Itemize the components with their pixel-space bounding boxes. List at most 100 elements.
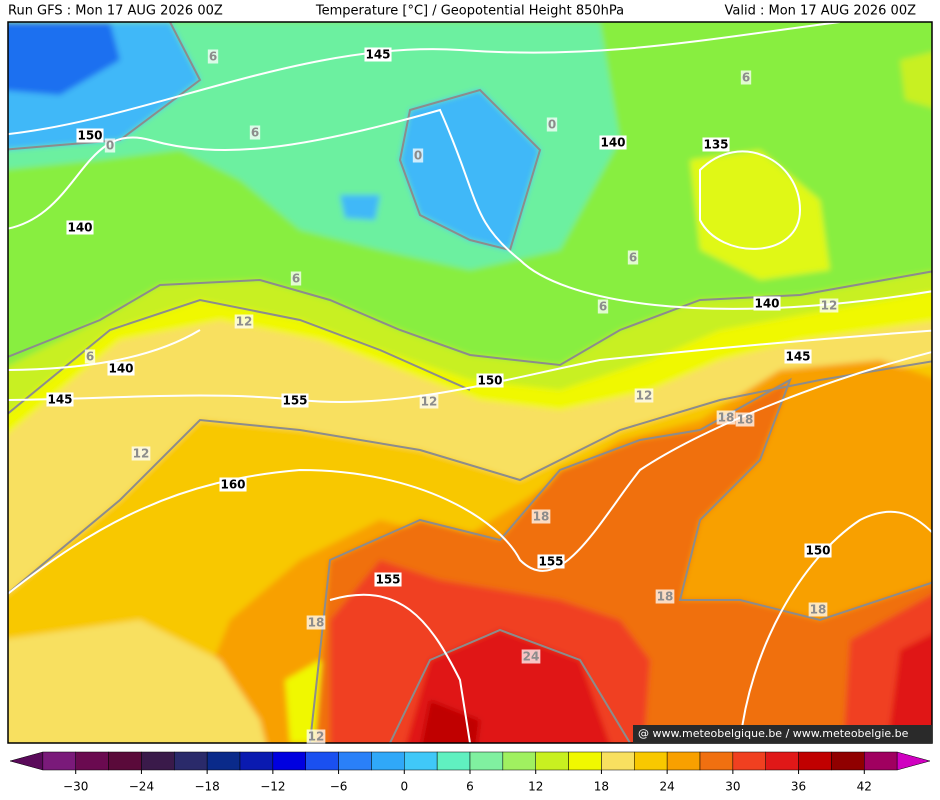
height-label-group: 145 <box>784 349 812 364</box>
colorbar-tick-label: 18 <box>594 780 609 794</box>
height-label-box <box>702 137 730 152</box>
colorbar-tick-label: 12 <box>528 780 543 794</box>
height-label-box <box>476 373 504 388</box>
height-label-box <box>374 572 402 587</box>
watermark-box <box>633 725 932 743</box>
temperature-label-group: 6 <box>597 299 609 314</box>
temperature-label-box <box>627 250 639 265</box>
colorbar-tick-label: −12 <box>260 780 285 794</box>
height-label-group: 150 <box>476 373 504 388</box>
run-info: Run GFS : Mon 17 AUG 2026 00Z <box>8 4 223 19</box>
height-label-box <box>804 543 832 558</box>
colorbar-bin <box>206 751 241 771</box>
colorbar-tick-label: −18 <box>194 780 219 794</box>
height-label-group: 155 <box>281 393 309 408</box>
temperature-label-group: 12 <box>306 729 326 744</box>
temperature-label-group: 6 <box>290 271 302 286</box>
height-label-group: 150 <box>76 128 104 143</box>
height-label-box <box>784 349 812 364</box>
height-label-box <box>76 128 104 143</box>
height-label: 145 <box>47 393 72 407</box>
temperature-label-box <box>131 446 151 461</box>
colorbar-bin <box>174 751 208 771</box>
temperature-label-group: 6 <box>627 250 639 265</box>
temperature-label: 6 <box>742 71 750 85</box>
height-label-group: 140 <box>66 220 94 235</box>
temperature-label-box <box>716 410 736 425</box>
height-label-group: 145 <box>364 47 392 62</box>
temperature-label-group: 6 <box>207 49 219 64</box>
colorbar-bin <box>404 751 438 771</box>
colorbar-bin <box>732 751 766 771</box>
temperature-label-group: 18 <box>655 589 675 604</box>
colorbar-bin <box>765 751 799 771</box>
temperature-label-box <box>546 117 558 132</box>
height-label-group: 140 <box>599 135 627 150</box>
height-label: 150 <box>77 129 102 143</box>
height-label: 135 <box>703 138 728 152</box>
temperature-label: 18 <box>737 413 754 427</box>
temperature-label-group: 12 <box>634 388 654 403</box>
temperature-label-box <box>207 49 219 64</box>
temperature-label-group: 12 <box>234 314 254 329</box>
temperature-label: 18 <box>308 616 325 630</box>
colorbar-bin <box>108 751 142 771</box>
colorbar-bin <box>436 751 471 771</box>
temperature-label-group: 12 <box>819 298 839 313</box>
colorbar-tick-label: 0 <box>400 780 408 794</box>
height-label-box <box>107 361 135 376</box>
colorbar-bin <box>798 751 832 771</box>
colorbar-tick-label: 6 <box>466 780 474 794</box>
colorbar-tick-label: 30 <box>725 780 740 794</box>
temperature-label: 24 <box>523 650 540 664</box>
temperature-label: 6 <box>209 50 217 64</box>
temperature-label: 6 <box>292 272 300 286</box>
temperature-label: 18 <box>718 411 735 425</box>
colorbar-bin <box>272 751 306 771</box>
temperature-label: 12 <box>133 447 150 461</box>
height-label-group: 155 <box>374 572 402 587</box>
height-label: 145 <box>785 350 810 364</box>
temperature-label-box <box>531 509 551 524</box>
height-label: 155 <box>282 394 307 408</box>
colorbar-tick-label: −6 <box>330 780 348 794</box>
colorbar-cap <box>896 751 931 771</box>
colorbar-bin <box>699 751 734 771</box>
height-label-group: 145 <box>46 392 74 407</box>
temperature-label-group: 18 <box>735 412 755 427</box>
temperature-label: 12 <box>636 389 653 403</box>
colorbar-tick-label: −24 <box>129 780 154 794</box>
temperature-label-box <box>634 388 654 403</box>
height-label: 140 <box>600 136 625 150</box>
temperature-label-box <box>234 314 254 329</box>
temperature-label: 0 <box>106 139 114 153</box>
temperature-label: 6 <box>86 350 94 364</box>
temperature-label: 6 <box>629 251 637 265</box>
colorbar-bin <box>338 751 372 771</box>
height-label-group: 160 <box>219 477 247 492</box>
height-label-group: 135 <box>702 137 730 152</box>
colorbar-bin <box>535 751 569 771</box>
temperature-label: 18 <box>533 510 550 524</box>
height-label: 140 <box>67 221 92 235</box>
height-label-box <box>46 392 74 407</box>
height-label-group: 140 <box>753 296 781 311</box>
height-label-group: 150 <box>804 543 832 558</box>
temperature-label: 12 <box>821 299 838 313</box>
height-label: 145 <box>365 48 390 62</box>
temperature-label-group: 18 <box>716 410 736 425</box>
temperature-label-box <box>290 271 302 286</box>
temperature-label-group: 18 <box>306 615 326 630</box>
height-label-box <box>281 393 309 408</box>
height-label: 155 <box>538 555 563 569</box>
colorbar-bin <box>864 751 898 771</box>
colorbar-bin <box>601 751 635 771</box>
temperature-label: 0 <box>548 118 556 132</box>
temperature-label-group: 6 <box>249 125 261 140</box>
colorbar-bin <box>371 751 405 771</box>
colorbar-bin <box>502 751 536 771</box>
colorbar-tick-label: −30 <box>63 780 88 794</box>
temperature-label-box <box>306 615 326 630</box>
